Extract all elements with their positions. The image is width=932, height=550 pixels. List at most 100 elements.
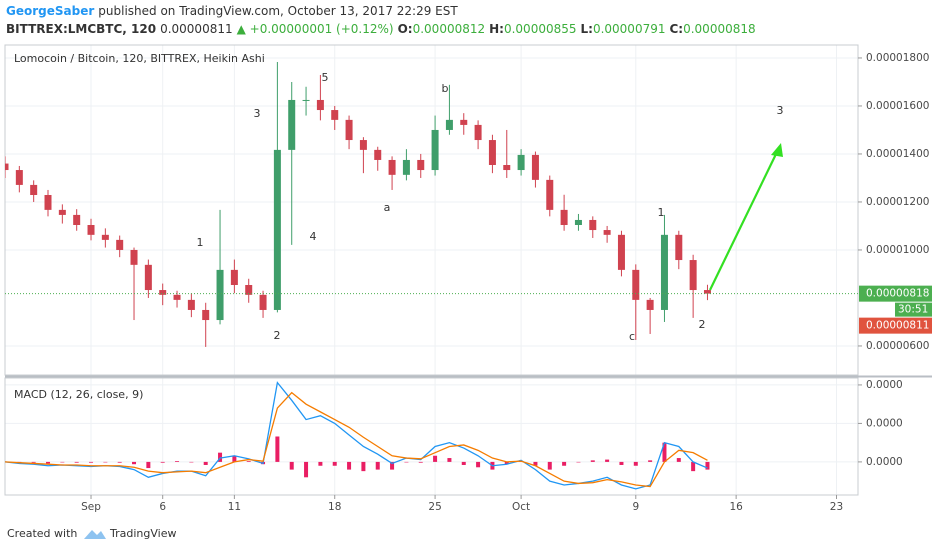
histogram-bar	[103, 461, 108, 463]
y-tick-label: 0.0000	[866, 417, 903, 429]
price-marker-label: 0.00000818	[866, 288, 929, 300]
histogram-bar	[275, 436, 280, 462]
wave-label: 5	[322, 71, 329, 84]
ohlc-label: H:	[489, 22, 504, 36]
ohlc-value: 0.00000791	[593, 22, 666, 36]
wave-label: c	[629, 330, 635, 343]
footer-brand: TradingView	[109, 527, 176, 540]
histogram-bar	[576, 461, 581, 463]
candle-body	[546, 179, 554, 210]
candle-body	[58, 209, 66, 215]
price-marker	[859, 317, 932, 334]
histogram-bar	[404, 461, 409, 463]
candle-body	[632, 269, 640, 300]
footer-created: Created with	[7, 527, 77, 540]
candle-body	[359, 140, 367, 150]
histogram-bar	[189, 461, 194, 463]
candle-body	[402, 159, 410, 175]
symbol-line: BITTREX:LMCBTC, 120 0.00000811 ▲ +0.000000…	[6, 22, 756, 36]
candle-body	[144, 264, 152, 291]
histogram-bar	[447, 458, 452, 462]
candle-body	[445, 119, 453, 130]
histogram-bar	[633, 461, 638, 466]
ohlc: O:0.00000812 H:0.00000855 L:0.00000791 C:0.…	[398, 22, 756, 36]
histogram-bar	[705, 461, 710, 470]
wave-label: 3	[777, 104, 784, 117]
candle-body	[603, 230, 611, 235]
candle-body	[488, 140, 496, 165]
histogram-bar	[146, 461, 151, 469]
candle-body	[245, 285, 253, 295]
histogram-bar	[46, 461, 51, 464]
histogram-bar	[289, 461, 294, 470]
candle-body	[374, 149, 382, 160]
histogram-bar	[89, 461, 94, 463]
histogram-bar	[175, 461, 180, 462]
histogram-bar	[246, 461, 251, 462]
candle-body	[460, 119, 468, 125]
wave-label: b	[442, 82, 449, 95]
candle-body	[689, 260, 697, 291]
candle-body	[87, 225, 95, 235]
last-price: 0.00000811	[160, 22, 233, 36]
countdown: 30:51	[898, 304, 928, 316]
macd-pane	[4, 377, 859, 496]
x-tick-label: 23	[830, 501, 843, 513]
histogram-bar	[433, 455, 438, 462]
candle-body	[73, 214, 81, 225]
histogram-bar	[332, 461, 337, 466]
wave-label: 1	[658, 206, 665, 219]
histogram-bar	[562, 461, 567, 466]
histogram-bar	[691, 461, 696, 472]
x-tick-label: Oct	[512, 501, 530, 513]
wave-label: a	[384, 201, 391, 214]
histogram-bar	[676, 458, 681, 462]
candle-body	[417, 159, 425, 171]
y-tick-label: 0.0000	[866, 379, 903, 391]
histogram-bar	[232, 455, 237, 462]
wave-label: 2	[274, 329, 281, 342]
y-tick-label: 0.00001200	[866, 196, 929, 208]
candle-body	[288, 99, 296, 150]
candle-body	[646, 299, 654, 310]
candle-body	[431, 129, 439, 171]
histogram-bar	[605, 459, 610, 462]
published: published on TradingView.com, October 13…	[98, 4, 458, 18]
ohlc-label: O:	[398, 22, 413, 36]
macd-plot	[5, 381, 710, 490]
candle-body	[5, 163, 9, 171]
histogram-bar	[476, 461, 481, 468]
histogram-bar	[533, 461, 538, 466]
candle-body	[560, 209, 568, 225]
candle-body	[273, 149, 281, 310]
header-line: GeorgeSaber published on TradingView.com,…	[6, 4, 458, 18]
histogram-bar	[31, 461, 36, 463]
histogram-bar	[304, 461, 309, 478]
change: ▲ +0.00000001 (+0.12%)	[237, 22, 394, 36]
candle-body	[159, 290, 167, 295]
histogram-bar	[203, 461, 208, 465]
histogram-bar	[390, 461, 395, 470]
ohlc-value: 0.00000855	[504, 22, 577, 36]
candle-body	[316, 99, 324, 111]
ohlc-value: 0.00000812	[413, 22, 486, 36]
histogram-bar	[318, 461, 323, 466]
candle-body	[531, 154, 539, 180]
histogram-bar	[74, 461, 79, 463]
candle-body	[44, 195, 52, 210]
y-tick-label: 0.00001800	[866, 52, 929, 64]
macd-line	[5, 391, 708, 488]
wave-label: 4	[310, 230, 317, 243]
x-tick-label: 6	[159, 501, 166, 513]
x-tick-label: 18	[328, 501, 341, 513]
histogram-bar	[619, 461, 624, 465]
histogram-bar	[461, 461, 466, 465]
ohlc-label: L:	[581, 22, 593, 36]
wave-label: 2	[699, 318, 706, 331]
price-pane	[4, 44, 859, 376]
histogram-bar	[60, 461, 65, 463]
candle-body	[130, 249, 138, 265]
footer: Created with TradingView	[7, 527, 176, 540]
candle-body	[302, 99, 310, 101]
